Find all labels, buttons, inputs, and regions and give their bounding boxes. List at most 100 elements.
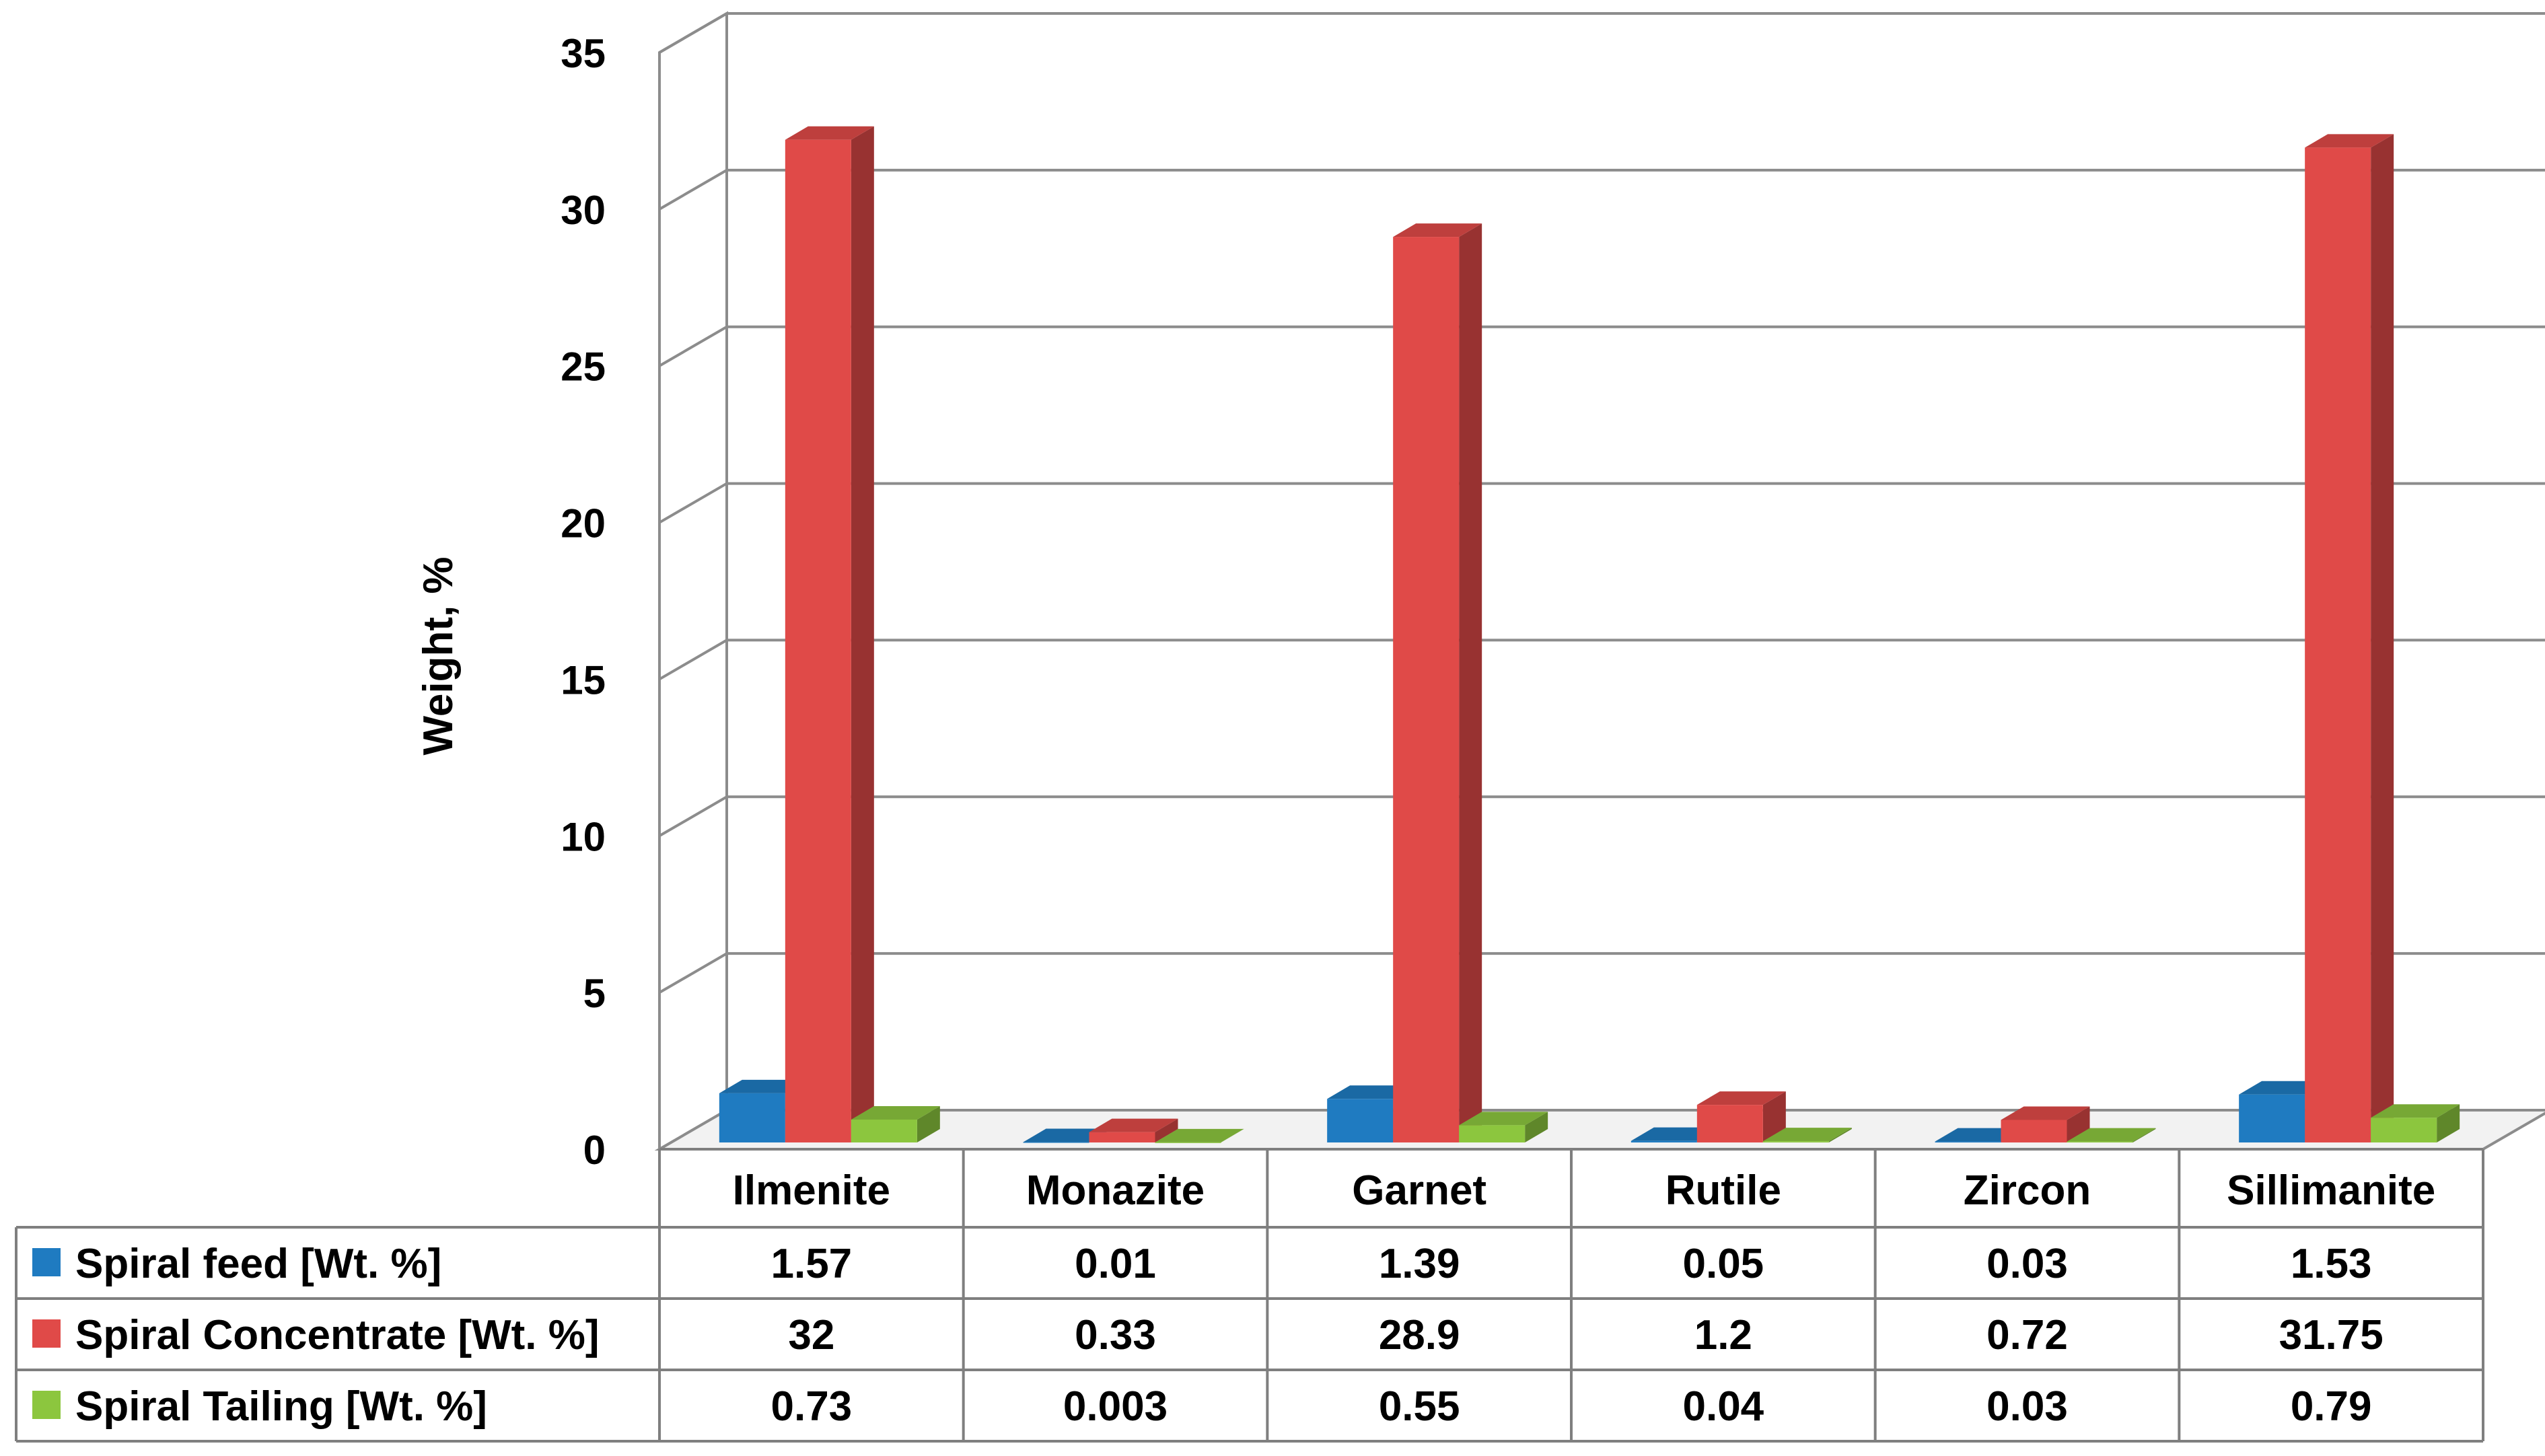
bar bbox=[2001, 1106, 2090, 1142]
legend-label: Spiral Concentrate [Wt. %] bbox=[75, 1312, 600, 1358]
x-tick-label: Rutile bbox=[1665, 1167, 1781, 1214]
bar-top bbox=[851, 1106, 940, 1120]
y-tick-label: 10 bbox=[561, 814, 606, 859]
legend-key bbox=[32, 1248, 61, 1276]
data-label: 31.75 bbox=[2279, 1312, 2383, 1358]
bar-side bbox=[2371, 134, 2394, 1142]
x-tick-label: Ilmenite bbox=[733, 1167, 890, 1214]
bar-front bbox=[1393, 237, 1460, 1143]
bar-side bbox=[917, 1106, 940, 1142]
x-tick-label: Sillimanite bbox=[2227, 1167, 2435, 1214]
bar-side bbox=[2067, 1106, 2090, 1142]
bar-top bbox=[785, 126, 874, 140]
data-label: 0.01 bbox=[1075, 1241, 1156, 1287]
y-axis-ticks: 0 5 10 15 20 25 30 35 bbox=[561, 31, 606, 1173]
data-label: 0.73 bbox=[770, 1383, 852, 1430]
gridline bbox=[658, 168, 2545, 211]
bar-front bbox=[719, 1093, 785, 1142]
bar-front bbox=[1696, 1105, 1763, 1142]
bar bbox=[1762, 1128, 1852, 1142]
bar-top bbox=[1393, 223, 1482, 238]
bar bbox=[1155, 1128, 1244, 1143]
side-wall bbox=[658, 11, 728, 1152]
bar-front bbox=[1023, 1142, 1089, 1143]
bar-top bbox=[2305, 134, 2394, 148]
bar-side bbox=[1459, 223, 1482, 1143]
bar-top bbox=[1089, 1118, 1178, 1132]
gridline bbox=[658, 12, 2545, 54]
y-tick-label: 25 bbox=[561, 344, 606, 390]
data-label: 32 bbox=[788, 1312, 834, 1358]
y-tick-label: 15 bbox=[561, 657, 606, 702]
bar-top bbox=[1459, 1112, 1548, 1126]
data-label: 1.57 bbox=[770, 1241, 852, 1287]
legend-label: Spiral feed [Wt. %] bbox=[75, 1241, 441, 1287]
bar bbox=[2371, 1104, 2460, 1142]
bar-front bbox=[2001, 1120, 2067, 1142]
legend-key bbox=[32, 1319, 61, 1348]
bar-front bbox=[2371, 1118, 2437, 1142]
bar-top bbox=[2001, 1106, 2090, 1120]
y-tick-label: 5 bbox=[583, 971, 606, 1016]
bar-top bbox=[2067, 1128, 2156, 1142]
bar-top bbox=[2371, 1104, 2460, 1118]
data-label: 0.003 bbox=[1063, 1383, 1168, 1430]
bar bbox=[851, 1106, 940, 1142]
bar-front bbox=[785, 139, 851, 1143]
data-table: Ilmenite Monazite Garnet Rutile Zircon Sillim… bbox=[15, 1148, 2484, 1443]
bar-side bbox=[1828, 1128, 1852, 1142]
bar-front bbox=[1459, 1125, 1526, 1142]
gridline bbox=[658, 325, 2545, 367]
bar-front bbox=[2305, 147, 2371, 1142]
bar bbox=[1459, 1112, 1548, 1142]
gridline bbox=[658, 639, 2545, 681]
bar-front bbox=[1327, 1099, 1394, 1142]
data-label: 1.2 bbox=[1694, 1312, 1752, 1358]
data-label: 1.39 bbox=[1379, 1241, 1460, 1287]
bar-front bbox=[1630, 1140, 1697, 1142]
x-tick-label: Garnet bbox=[1352, 1167, 1486, 1214]
data-label: 0.05 bbox=[1682, 1241, 1764, 1287]
bar-front bbox=[1089, 1132, 1155, 1142]
bar-front bbox=[2239, 1094, 2305, 1142]
bar-front bbox=[1762, 1141, 1829, 1142]
y-tick-label: 35 bbox=[561, 31, 606, 76]
data-label: 0.03 bbox=[1986, 1241, 2068, 1287]
bar-side bbox=[1525, 1112, 1548, 1142]
bar-side bbox=[2132, 1128, 2156, 1142]
data-label: 0.04 bbox=[1682, 1383, 1764, 1430]
bar-top bbox=[1696, 1091, 1786, 1105]
y-axis-label: Weight, % bbox=[415, 556, 462, 755]
data-label: 28.9 bbox=[1379, 1312, 1460, 1358]
bar bbox=[1393, 223, 1482, 1143]
gridline bbox=[658, 952, 2545, 994]
bar-side bbox=[851, 126, 874, 1143]
gridline bbox=[658, 795, 2545, 838]
grid bbox=[654, 11, 2545, 1152]
bar-side bbox=[1762, 1091, 1786, 1142]
bar-side bbox=[2437, 1104, 2460, 1142]
data-label: 1.53 bbox=[2291, 1241, 2372, 1287]
bar-side bbox=[1155, 1118, 1178, 1142]
bar bbox=[2305, 134, 2394, 1142]
x-tick-label: Monazite bbox=[1026, 1167, 1205, 1214]
bar-front bbox=[851, 1120, 917, 1142]
y-tick-label: 0 bbox=[583, 1128, 606, 1173]
x-tick-label: Zircon bbox=[1964, 1167, 2091, 1214]
legend-label: Spiral Tailing [Wt. %] bbox=[75, 1383, 487, 1430]
bar bbox=[2067, 1128, 2156, 1142]
bar-top bbox=[1762, 1128, 1852, 1142]
data-label: 0.79 bbox=[2291, 1383, 2372, 1430]
bar-front bbox=[1155, 1142, 1221, 1143]
bar bbox=[785, 126, 874, 1143]
gridline bbox=[658, 482, 2545, 524]
bar bbox=[1696, 1091, 1786, 1142]
y-tick-label: 20 bbox=[561, 501, 606, 546]
bar-side bbox=[1221, 1128, 1244, 1142]
data-label: 0.55 bbox=[1379, 1383, 1460, 1430]
bar-top bbox=[1155, 1128, 1244, 1142]
data-label: 0.33 bbox=[1075, 1312, 1156, 1358]
y-tick-label: 30 bbox=[561, 188, 606, 233]
data-label: 0.72 bbox=[1986, 1312, 2068, 1358]
bar bbox=[1089, 1118, 1178, 1142]
